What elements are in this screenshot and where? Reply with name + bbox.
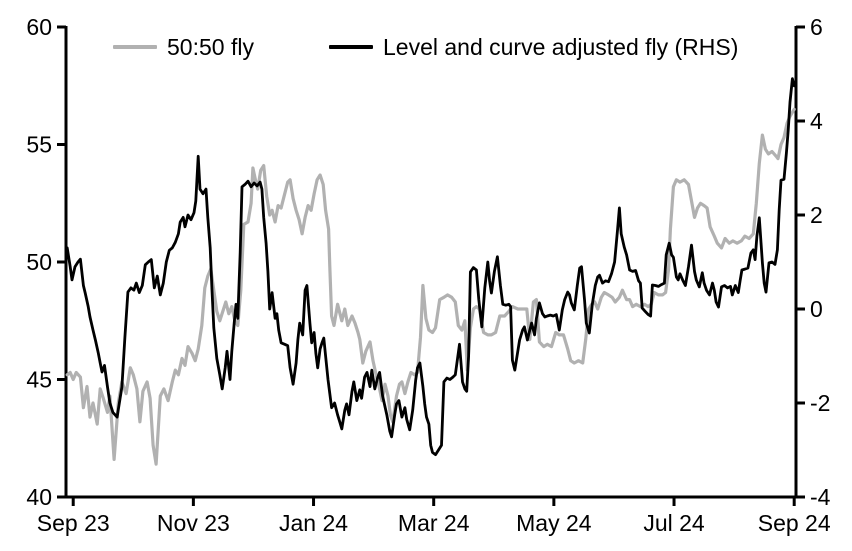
right-axis-tick-label: 4 bbox=[810, 108, 823, 134]
left-axis-tick-label: 45 bbox=[26, 367, 52, 393]
right-axis-tick-label: 2 bbox=[810, 202, 823, 228]
x-axis-tick-label: May 24 bbox=[516, 510, 592, 536]
right-axis-tick-label: -2 bbox=[810, 390, 830, 416]
x-axis-tick-label: Sep 23 bbox=[37, 510, 110, 536]
left-axis-tick-label: 40 bbox=[26, 484, 52, 510]
left-axis-tick-label: 60 bbox=[26, 14, 52, 40]
x-axis-tick-label: Jan 24 bbox=[279, 510, 348, 536]
x-axis-tick-label: Jul 24 bbox=[643, 510, 705, 536]
x-axis-tick-label: Nov 23 bbox=[157, 510, 230, 536]
right-axis-tick-label: -4 bbox=[810, 484, 831, 510]
left-axis-tick-label: 50 bbox=[26, 249, 52, 275]
left-axis-tick-label: 55 bbox=[26, 132, 52, 158]
x-axis-tick-label: Mar 24 bbox=[398, 510, 470, 536]
x-axis-tick-label: Sep 24 bbox=[758, 510, 831, 536]
right-axis-tick-label: 0 bbox=[810, 296, 823, 322]
right-axis-tick-label: 6 bbox=[810, 14, 823, 40]
series-line-level-curve-adjusted-fly bbox=[65, 77, 796, 457]
